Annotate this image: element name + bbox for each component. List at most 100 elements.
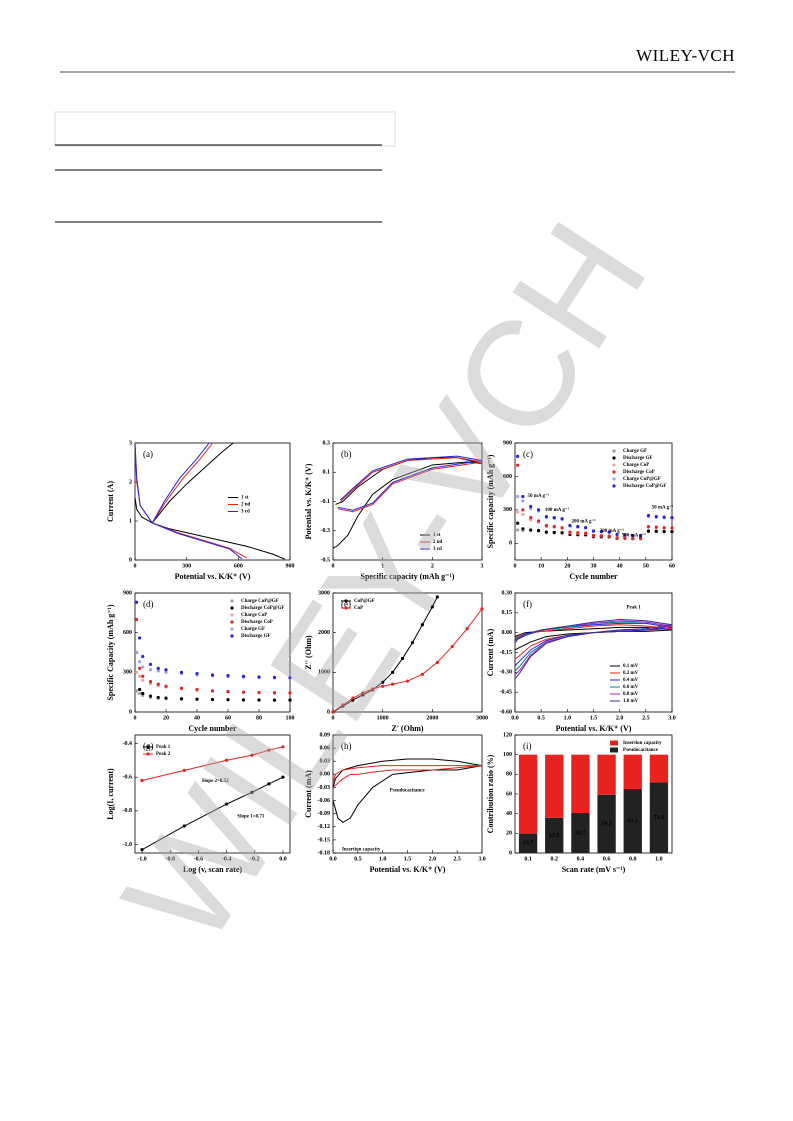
x-tick-label: 0: [134, 715, 137, 721]
y-tick-label: -0.45: [500, 690, 513, 696]
data-point: [450, 644, 454, 649]
y-axis-title: Current (mA): [486, 628, 495, 676]
data-point: [134, 670, 139, 674]
data-point: [164, 668, 168, 672]
data-line: [337, 455, 483, 511]
legend-label: Discharge CoP@GF: [623, 484, 666, 489]
info-box: [54, 111, 396, 147]
data-point: [391, 670, 395, 674]
bar-value-label: 65.1: [628, 818, 639, 824]
data-point: [521, 499, 525, 503]
x-axis-title: Scan rate (mV s⁻¹): [562, 865, 626, 874]
y-axis-title: Potential vs. K/K⁺ (V): [304, 463, 313, 539]
data-point: [435, 595, 439, 599]
annotation: 500 mA g⁻¹: [622, 533, 647, 539]
panel-label: (f): [523, 599, 532, 609]
data-point: [138, 674, 142, 678]
y-axis-title: Z'' (Ohm): [304, 635, 313, 670]
annotation: Insertion capacity: [342, 848, 381, 853]
data-point: [654, 525, 658, 529]
data-point: [288, 691, 292, 695]
data-point: [599, 534, 603, 538]
data-point: [646, 513, 651, 518]
data-point: [341, 703, 345, 707]
legend-swatch: [610, 740, 618, 746]
data-point: [272, 675, 277, 679]
data-point: [516, 528, 520, 532]
data-point: [182, 824, 186, 828]
data-point: [241, 690, 246, 694]
panel-label: (i): [523, 741, 532, 751]
x-tick-label: 0.8: [629, 856, 637, 862]
y-tick-label: 0: [327, 709, 330, 715]
data-point: [529, 528, 533, 532]
data-point: [521, 512, 525, 516]
data-point: [584, 531, 588, 535]
data-point: [179, 686, 184, 690]
y-tick-label: -0.6: [123, 775, 133, 781]
data-point: [391, 682, 395, 686]
bar-value-label: 59.2: [601, 821, 612, 827]
y-tick-label: -0.4: [123, 741, 133, 747]
panel-label: (a): [143, 449, 153, 459]
annotation: Slope 2=0.52: [202, 779, 230, 784]
legend-label: Charge CoP: [623, 463, 649, 468]
data-point: [410, 640, 415, 645]
y-tick-label: 600: [123, 630, 132, 636]
x-tick-label: 0.4: [577, 856, 585, 862]
y-tick-label: 0.15: [502, 610, 513, 616]
x-tick-label: 3.0: [668, 715, 676, 721]
x-tick-label: 20: [564, 563, 570, 569]
legend-label: Discharge GF: [241, 634, 271, 639]
data-point: [552, 530, 556, 534]
data-point: [576, 524, 580, 529]
data-point: [536, 528, 541, 533]
legend-label: Discharge CoP: [241, 620, 273, 625]
x-tick-label: 0.1: [524, 856, 532, 862]
data-point: [148, 662, 153, 667]
data-point: [654, 529, 658, 533]
data-point: [516, 454, 520, 458]
data-point: [267, 782, 271, 786]
x-tick-label: -1.0: [137, 856, 147, 862]
x-tick-label: 100: [286, 715, 295, 721]
data-point: [138, 666, 142, 670]
data-point: [257, 698, 261, 702]
data-line: [332, 758, 483, 824]
data-point: [257, 690, 261, 695]
x-tick-label: 0.5: [537, 715, 545, 721]
data-point: [615, 536, 619, 540]
legend-marker: [230, 634, 234, 638]
x-tick-label: 40: [194, 715, 200, 721]
data-point: [465, 627, 469, 631]
bar-segment: [545, 817, 564, 853]
x-tick-label: 60: [669, 563, 675, 569]
data-point: [646, 524, 651, 529]
legend-label: 2 nd: [433, 540, 443, 545]
legend-label: 1 st: [433, 533, 441, 538]
y-tick-label: -0.15: [318, 837, 331, 843]
data-point: [148, 679, 153, 684]
data-point: [351, 696, 355, 700]
data-point: [138, 691, 142, 696]
legend-marker: [344, 606, 348, 610]
data-line: [514, 618, 673, 680]
y-axis-title: Contribution ratio (%): [486, 754, 495, 833]
data-point: [662, 526, 666, 530]
data-point: [182, 768, 186, 773]
legend-label: 0.8 mV: [623, 692, 639, 697]
y-tick-label: -0.30: [500, 670, 513, 676]
data-point: [654, 514, 658, 519]
data-point: [607, 530, 611, 534]
data-point: [646, 529, 651, 533]
data-point: [607, 534, 611, 538]
bar-value-label: 35.8: [549, 833, 560, 839]
y-tick-label: -0.06: [318, 798, 331, 804]
y-tick-label: 300: [123, 670, 132, 676]
y-tick-label: -0.1: [321, 499, 331, 505]
x-axis-title: Cycle number: [569, 572, 618, 581]
data-point: [210, 697, 215, 702]
data-point: [623, 536, 627, 540]
bar-segment: [571, 754, 590, 813]
y-tick-label: -0.3: [321, 528, 331, 534]
